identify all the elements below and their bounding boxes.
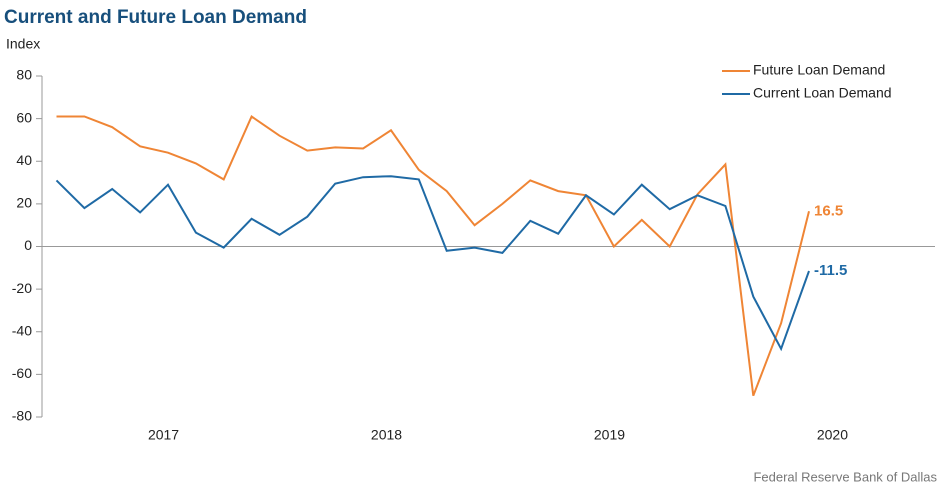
y-tick-label: -20: [12, 280, 32, 296]
source: Federal Reserve Bank of Dallas: [753, 469, 937, 484]
y-tick-label: 60: [16, 109, 32, 125]
x-tick-label: 2019: [594, 427, 625, 443]
end-label: 16.5: [814, 202, 843, 219]
legend-label: Future Loan Demand: [753, 62, 885, 78]
series-line: [56, 114, 810, 397]
y-tick-label: -60: [12, 365, 32, 381]
series-line: [55, 175, 810, 352]
y-axis-label: Index: [6, 36, 40, 52]
y-tick-label: 0: [24, 237, 32, 253]
y-tick-label: 80: [16, 67, 32, 83]
y-tick-label: -80: [12, 408, 32, 424]
end-label: -11.5: [814, 262, 847, 279]
legend-label: Current Loan Demand: [753, 85, 892, 101]
y-tick-label: 20: [16, 195, 32, 211]
x-tick-label: 2018: [371, 427, 402, 443]
chart-title: Current and Future Loan Demand: [4, 7, 307, 28]
x-tick-label: 2017: [148, 427, 179, 443]
y-tick-label: 40: [16, 152, 32, 168]
y-tick-label: -40: [12, 322, 32, 338]
x-tick-label: 2020: [817, 427, 848, 443]
